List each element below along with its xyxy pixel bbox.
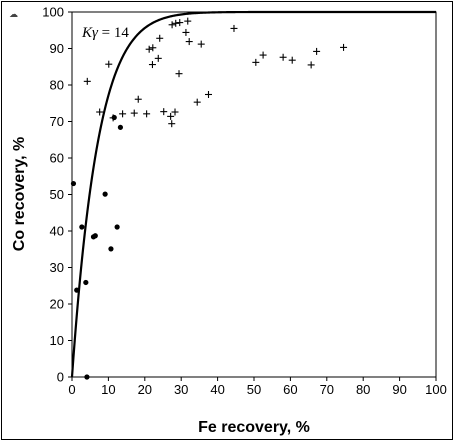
plus-point xyxy=(143,110,151,118)
y-tick-label: 0 xyxy=(57,370,64,385)
plus-point xyxy=(288,56,296,64)
y-axis-title: Co recovery, % xyxy=(11,137,28,251)
plus-point xyxy=(83,77,91,85)
x-tick-label: 80 xyxy=(356,382,370,397)
dot-point xyxy=(92,233,98,239)
y-tick-label: 100 xyxy=(42,5,64,20)
x-axis-title: Fe recovery, % xyxy=(198,419,310,436)
plus-point xyxy=(313,47,321,55)
model-curve xyxy=(70,10,436,378)
x-tick-label: 100 xyxy=(425,382,447,397)
x-tick-label: 50 xyxy=(247,382,261,397)
x-tick-label: 40 xyxy=(210,382,224,397)
plus-point xyxy=(105,60,113,68)
x-tick-label: 20 xyxy=(138,382,152,397)
plus-point xyxy=(307,61,315,69)
plus-point xyxy=(167,112,175,120)
plus-point xyxy=(160,108,168,116)
dot-point xyxy=(114,224,120,230)
plus-point xyxy=(119,110,127,118)
y-tick-label: 50 xyxy=(50,187,64,202)
plus-point xyxy=(184,17,192,25)
y-tick-label: 90 xyxy=(50,41,64,56)
plus-point xyxy=(193,98,201,106)
plus-point xyxy=(172,19,180,27)
plus-point xyxy=(176,19,184,27)
curve-annotation-symbol: Kγ xyxy=(81,25,99,41)
plot-area xyxy=(71,11,437,378)
dot-point xyxy=(83,279,89,286)
curve-annotation: Kγ = 14 xyxy=(81,25,129,41)
plus-point xyxy=(156,34,164,42)
x-tick-label: 0 xyxy=(68,382,75,397)
dot-point xyxy=(70,180,77,187)
y-tick-label: 60 xyxy=(50,151,64,166)
plus-point xyxy=(340,43,348,51)
plus-point xyxy=(279,53,287,61)
dot-point xyxy=(117,124,124,130)
plus-point xyxy=(145,45,153,53)
plus-point xyxy=(175,70,183,78)
plus-point xyxy=(185,38,193,46)
plus-point xyxy=(168,21,176,29)
plus-point xyxy=(168,120,176,128)
plus-point xyxy=(252,58,260,66)
plus-point xyxy=(96,108,104,116)
x-tick-label: 10 xyxy=(101,382,115,397)
plus-point xyxy=(182,28,190,36)
plus-point xyxy=(197,40,205,48)
x-tick-label: 90 xyxy=(392,382,406,397)
y-tick-label: 70 xyxy=(50,114,64,129)
plus-point xyxy=(148,61,156,69)
corner-mark: ☁ xyxy=(9,10,18,20)
y-tick-label: 80 xyxy=(50,78,64,93)
plus-point xyxy=(205,90,212,98)
plus-point xyxy=(259,51,267,59)
curve-annotation-value: = 14 xyxy=(98,25,129,41)
dot-point xyxy=(84,374,90,380)
x-tick-label: 70 xyxy=(320,382,334,397)
y-tick-label: 40 xyxy=(50,224,64,239)
plus-point xyxy=(130,109,138,117)
dot-point xyxy=(111,114,117,121)
plus-point xyxy=(230,24,238,32)
dot-point xyxy=(108,246,114,252)
y-tick-label: 10 xyxy=(50,333,64,348)
dot-point xyxy=(102,191,108,197)
plus-point xyxy=(134,95,142,103)
x-tick-label: 60 xyxy=(283,382,297,397)
plus-point xyxy=(149,44,157,52)
plus-point xyxy=(171,108,179,116)
y-tick-label: 20 xyxy=(50,297,64,312)
dot-point xyxy=(74,287,80,293)
y-tick-label: 30 xyxy=(50,260,64,275)
plus-point xyxy=(154,54,162,62)
x-tick-label: 30 xyxy=(174,382,188,397)
dot-point xyxy=(79,224,85,230)
